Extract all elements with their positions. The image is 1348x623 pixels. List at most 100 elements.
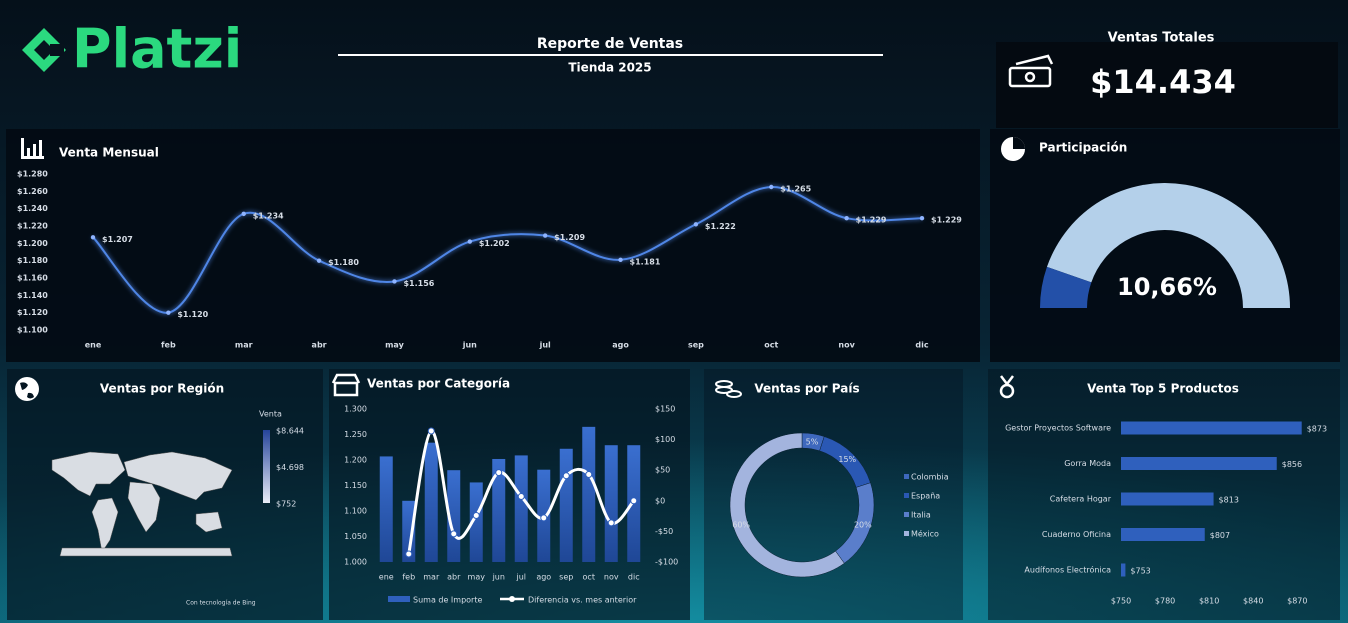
x-tick-label: ago [536,573,551,582]
logo-text: Platzi [72,18,242,81]
panel-title: Participación [1039,141,1127,155]
legend-swatch [388,596,410,602]
x-tick-label: jun [492,573,505,582]
point [495,469,503,477]
panel [990,129,1340,362]
point [316,258,322,263]
data-label: $1.265 [780,185,811,194]
coins-icon [715,380,742,398]
globe-icon [15,377,39,401]
legend-label: Suma de Importe [413,596,482,605]
y-tick-label: $1.180 [17,256,48,265]
chart-icon [21,138,44,159]
gauge-rest [1046,182,1290,308]
y-tick-label: $1.220 [17,222,48,231]
kpi-card [996,42,1338,128]
point [517,493,525,501]
x-tick-label: oct [583,573,595,582]
point [392,279,397,284]
legend-label: Colombia [911,473,949,482]
x-tick-label: mar [235,341,253,350]
data-label: $1.120 [177,310,208,319]
legend-label: Diferencia vs. mes anterior [528,596,637,605]
y-tick-label: Cuaderno Oficina [1042,530,1111,539]
y-tick-label: 1.200 [344,456,367,465]
logo [22,28,66,72]
y2-tick-label: -$50 [655,527,673,536]
x-tick-label: feb [402,573,415,582]
scale-label: $752 [276,500,296,509]
bar [1121,492,1214,506]
legend-label: Italia [911,511,931,520]
data-label: $813 [1219,496,1239,505]
legend-swatch [509,596,515,602]
y-tick-label: Gestor Proyectos Software [1005,424,1111,433]
gauge-fill [1040,266,1092,308]
data-label: 60% [732,520,750,529]
panel-title: Ventas por Región [100,382,224,396]
x-tick-label: $780 [1155,597,1175,606]
bar [1121,421,1302,435]
x-tick-label: ago [612,341,629,350]
y-tick-label: 1.000 [344,558,367,567]
y2-tick-label: $100 [655,435,675,444]
x-tick-label: ene [85,341,102,350]
x-tick-label: may [468,573,486,582]
data-label: 5% [806,437,819,446]
y-tick-label: $1.260 [17,187,48,196]
x-tick-label: dic [628,573,640,582]
data-label: $1.156 [403,279,434,288]
scale-label: $8.644 [276,427,304,436]
line [407,429,635,555]
y-tick-label: $1.160 [17,274,48,283]
point [562,472,570,480]
bar [424,442,438,562]
medal-icon [999,375,1015,399]
panel [704,369,963,620]
report-subtitle: Tienda 2025 [568,61,651,75]
legend-swatch [904,493,909,498]
y-tick-label: 1.100 [344,507,367,516]
y2-tick-label: $0 [655,496,665,505]
bar [1121,528,1205,541]
data-label: $1.181 [630,257,661,266]
y-tick-label: $1.240 [17,204,48,213]
y-tick-label: $1.120 [17,308,48,317]
x-tick-label: ene [379,573,394,582]
y-tick-label: $1.280 [17,170,48,179]
data-label: $1.202 [479,239,510,248]
x-tick-label: nov [838,341,855,350]
bar [1121,563,1126,577]
y2-tick-label: $50 [655,466,670,475]
point [607,519,615,527]
color-scale [263,430,270,503]
x-tick-label: feb [161,341,176,350]
point [427,427,435,435]
data-label: $856 [1282,460,1302,469]
x-tick-label: nov [604,573,619,582]
store-icon [331,373,361,397]
point [241,211,246,217]
data-label: 15% [838,455,856,464]
y-tick-label: 1.150 [344,481,367,490]
point [450,530,458,538]
bar [379,456,393,562]
data-label: 20% [854,520,872,529]
x-tick-label: $870 [1287,597,1307,606]
point [618,257,623,262]
y-tick-label: Audífonos Electrónica [1024,565,1111,575]
point [769,184,774,190]
data-label: $1.209 [554,233,585,242]
point [467,239,473,244]
x-tick-label: $840 [1243,597,1263,606]
data-label: $1.207 [102,235,133,244]
point [166,310,171,315]
panel [7,369,323,620]
point [585,470,593,478]
y2-tick-label: $150 [655,405,675,414]
point [693,222,699,227]
point [90,235,96,240]
x-tick-label: oct [764,341,778,350]
kpi-value: $14.434 [1090,63,1236,101]
